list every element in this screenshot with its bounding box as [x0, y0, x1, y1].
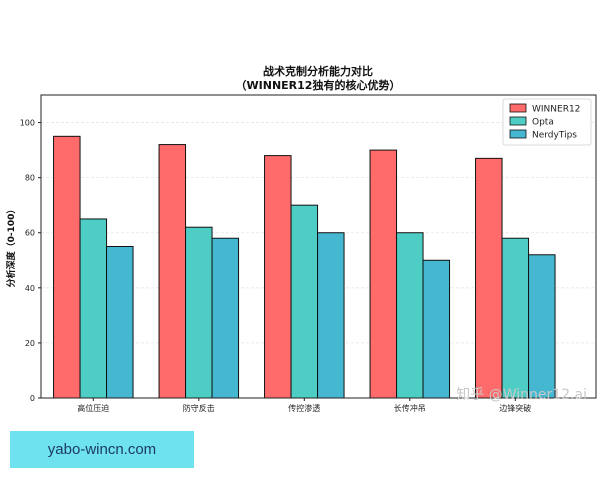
legend-label: Opta [532, 118, 554, 128]
x-tick-label: 边锋突破 [499, 403, 531, 413]
y-axis-label: 分析深度（0-100） [5, 205, 17, 288]
bar-nerdytips [317, 232, 345, 399]
x-tick-label: 传控渗透 [288, 403, 320, 413]
legend-swatch [509, 129, 527, 139]
x-tick-label: 防守反击 [183, 403, 215, 413]
bar-nerdytips [211, 237, 240, 399]
chart-subtitle: （WINNER12独有的核心优势） [236, 78, 401, 92]
y-tick-label: 100 [20, 119, 35, 128]
bar-nerdytips [106, 246, 134, 399]
bar-winner12 [369, 149, 398, 399]
bar-opta [501, 237, 530, 399]
bar-winner12 [158, 144, 187, 399]
legend-label: WINNER12 [532, 105, 580, 115]
bar-winner12 [264, 155, 292, 399]
x-axis: 高位压迫 防守反击 传控渗透 长传冲吊 边锋突破 [77, 398, 531, 413]
x-tick-label: 高位压迫 [77, 403, 109, 413]
bar-opta [396, 232, 424, 399]
y-tick-label: 40 [25, 284, 35, 293]
legend: WINNER12 Opta NerdyTips [502, 98, 592, 146]
bar-nerdytips [528, 254, 556, 399]
bar-group [53, 135, 556, 399]
y-axis: 0 20 40 60 80 100 [20, 119, 41, 403]
y-tick-label: 20 [25, 339, 35, 348]
y-tick-label: 60 [25, 229, 35, 238]
y-tick-label: 0 [30, 394, 35, 403]
bar-opta [185, 226, 213, 399]
plot-frame [40, 94, 597, 399]
footer-link[interactable]: yabo-wincn.com [47, 441, 157, 458]
legend-swatch [509, 103, 527, 113]
legend-label: NerdyTips [532, 131, 577, 141]
bar-nerdytips [422, 259, 451, 399]
watermark: 知乎 @Winner12.ai [456, 386, 587, 403]
legend-swatch [509, 116, 527, 126]
bar-opta [290, 204, 319, 399]
bar-opta [79, 218, 108, 399]
bar-winner12 [53, 135, 81, 399]
y-tick-label: 80 [25, 174, 35, 183]
bar-winner12 [475, 157, 503, 399]
footer-banner: yabo-wincn.com [10, 431, 194, 468]
chart-title: 战术克制分析能力对比 [263, 64, 373, 78]
x-tick-label: 长传冲吊 [394, 403, 426, 413]
